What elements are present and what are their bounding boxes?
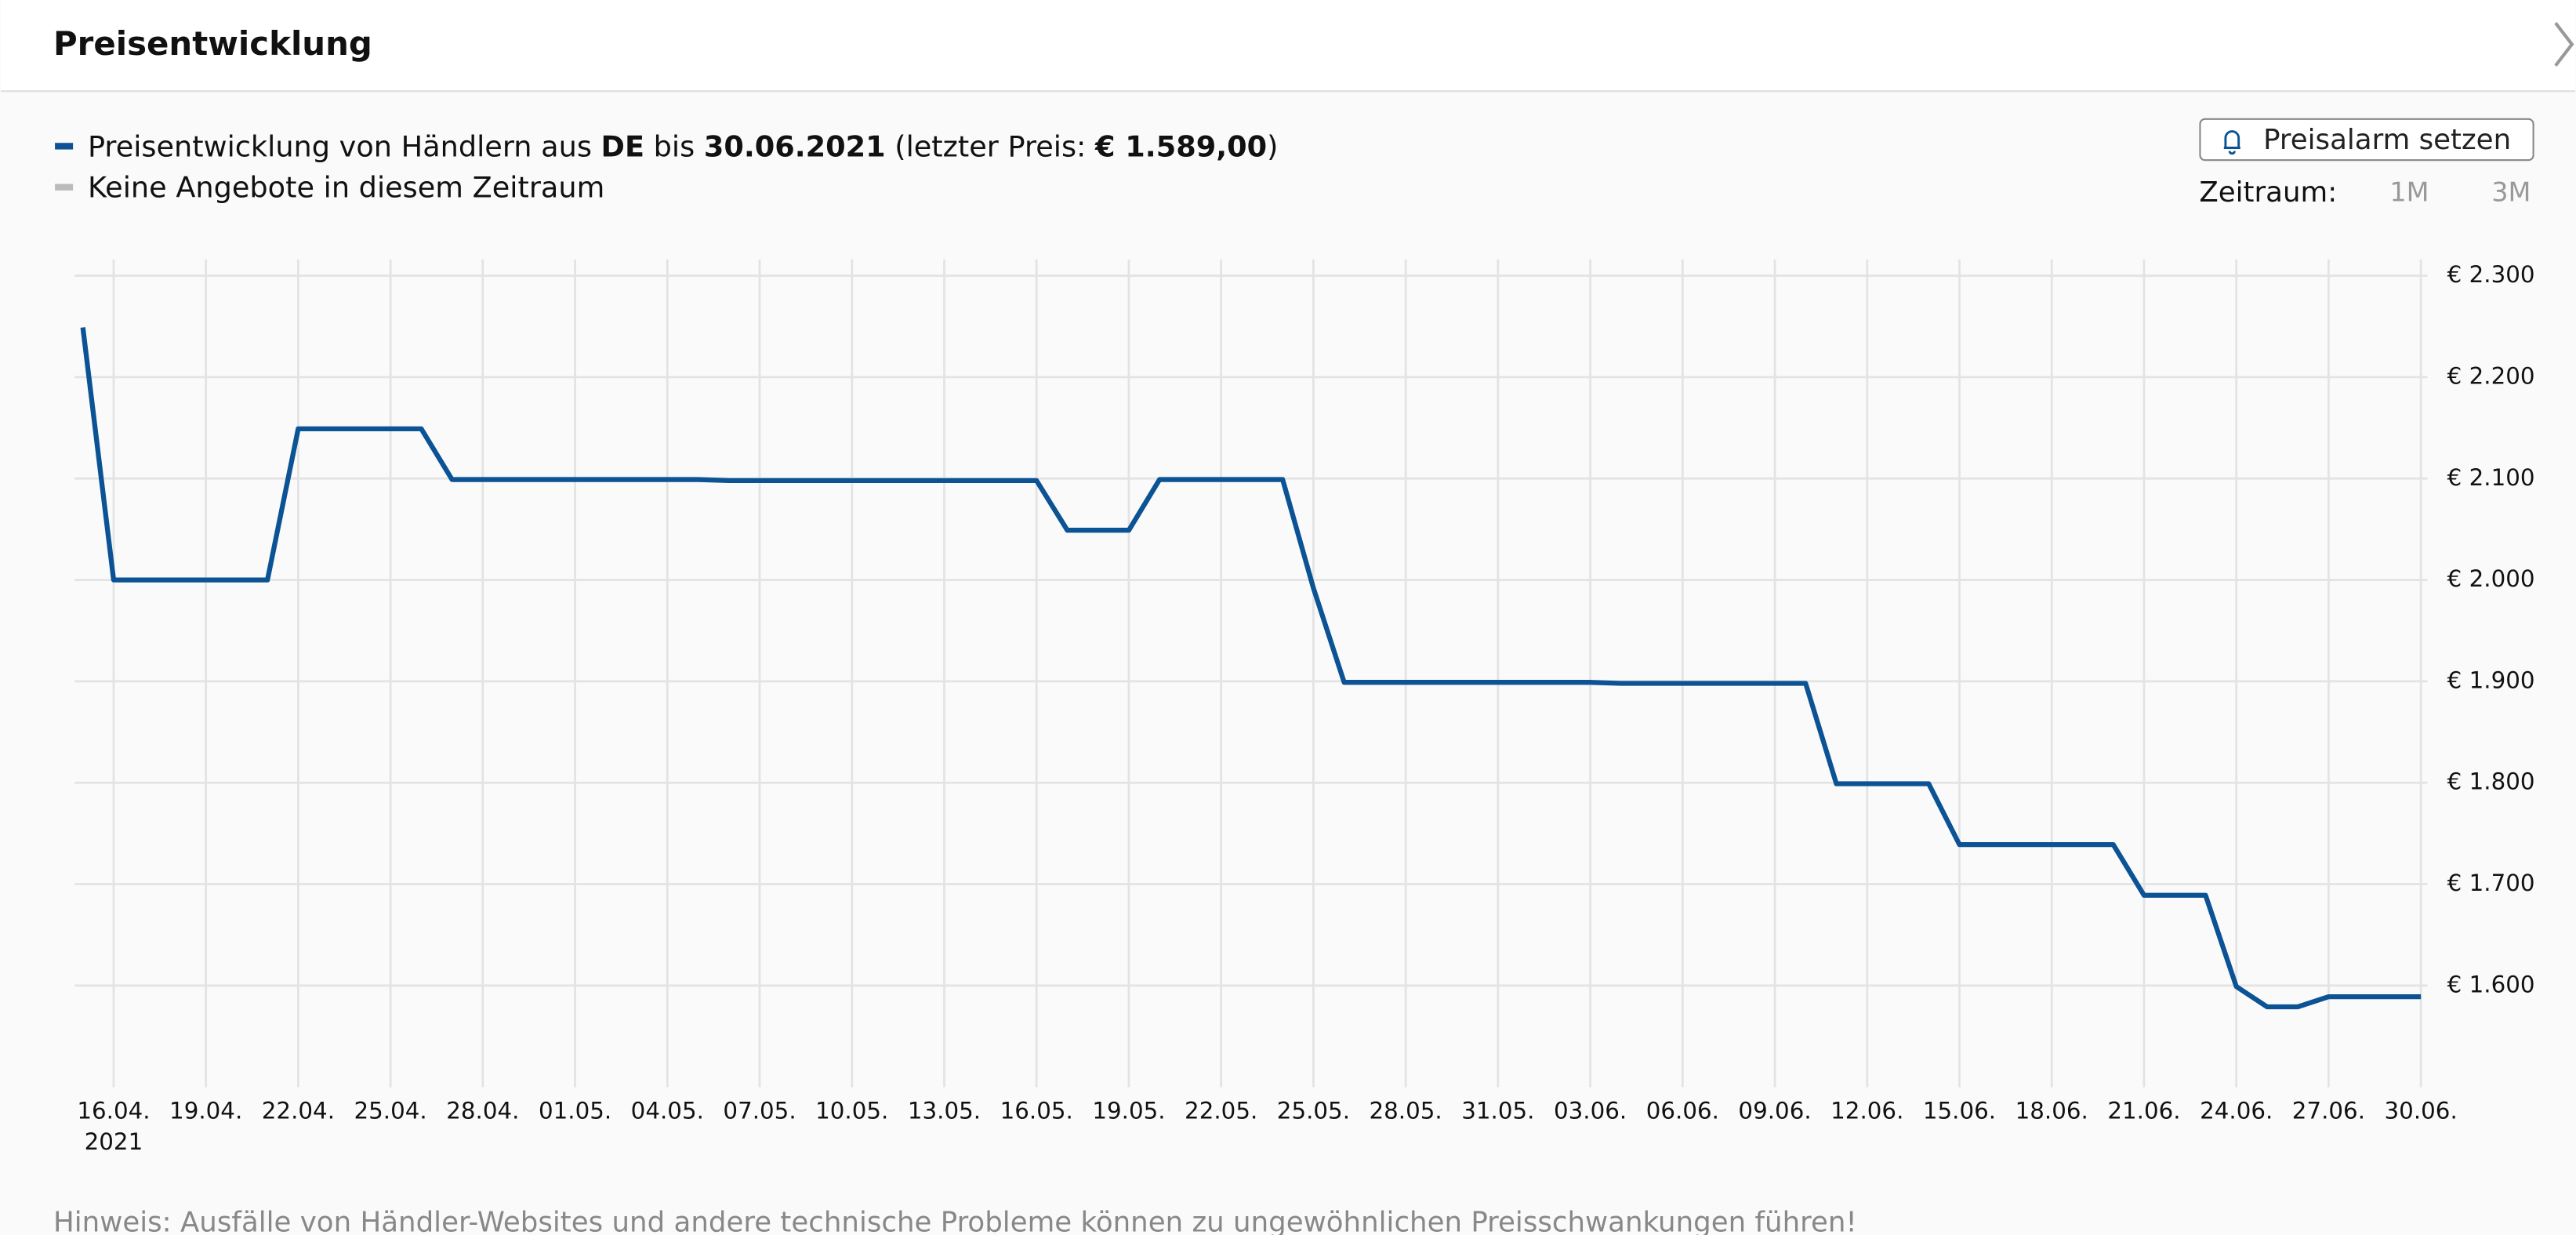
x-tick-label: 03.06. xyxy=(1554,1097,1627,1124)
x-tick-label: 07.05. xyxy=(723,1097,796,1124)
x-tick-label: 28.05. xyxy=(1370,1097,1442,1124)
alarm-button[interactable]: Preisalarm setzen xyxy=(2199,118,2534,162)
legend-text-part: (letzter Preis: xyxy=(886,129,1095,163)
legend-entry: Preisentwicklung von Händlern aus DE bis… xyxy=(88,129,1278,163)
x-tick-label: 15.06. xyxy=(1923,1097,1996,1124)
y-tick-label: € 1.700 xyxy=(2447,870,2535,896)
x-tick-label: 12.06. xyxy=(1830,1097,1903,1124)
button-label: Preisalarm setzen xyxy=(2263,124,2511,156)
y-tick-label: € 2.000 xyxy=(2447,565,2535,592)
period-option[interactable]: 1M xyxy=(2389,177,2429,208)
x-tick-label: 19.05. xyxy=(1092,1097,1165,1124)
x-tick-label: 24.06. xyxy=(2200,1097,2273,1124)
x-tick-label: 25.04. xyxy=(354,1097,427,1124)
x-tick-label: 16.04. xyxy=(77,1097,150,1124)
x-tick-label: 31.05. xyxy=(1461,1097,1534,1124)
y-tick-label: € 1.900 xyxy=(2447,667,2535,693)
x-tick-label: 25.05. xyxy=(1277,1097,1350,1124)
legend-text-part: 30.06.2021 xyxy=(704,129,886,163)
x-tick-label: 21.06. xyxy=(2107,1097,2180,1124)
bell-icon xyxy=(2223,130,2240,155)
legend-text-part: DE xyxy=(601,129,644,163)
x-tick-label: 28.04. xyxy=(446,1097,519,1124)
close-button[interactable] xyxy=(2554,22,2574,67)
y-tick-label: € 1.600 xyxy=(2447,971,2535,997)
legend-entry: Keine Angebote in diesem Zeitraum xyxy=(88,170,604,204)
x-tick-label: 22.04. xyxy=(262,1097,335,1124)
x-tick-label: 18.06. xyxy=(2015,1097,2088,1124)
legend-text-part: bis xyxy=(644,129,704,163)
x-tick-label: 10.05. xyxy=(815,1097,888,1124)
x-tick-label: 27.06. xyxy=(2292,1097,2365,1124)
x-tick-label: 06.06. xyxy=(1646,1097,1719,1124)
x-tick-label: 09.06. xyxy=(1738,1097,1811,1124)
x-year-label: 2021 xyxy=(85,1128,143,1155)
period-option[interactable]: 3M xyxy=(2491,177,2531,208)
price-line xyxy=(80,327,2422,1010)
x-tick-label: 19.04. xyxy=(169,1097,242,1124)
y-tick-label: € 2.100 xyxy=(2447,464,2535,491)
legend-text-part: € 1.589,00 xyxy=(1094,129,1267,163)
header-title: Preisentwicklung xyxy=(53,24,372,63)
legend-swatch xyxy=(55,143,74,150)
x-tick-label: 16.05. xyxy=(1000,1097,1073,1124)
y-tick-label: € 2.300 xyxy=(2447,261,2535,288)
plot: € 1.600 € 1.700 € 1.800 € 1.900 € 2.000 € 2.1… xyxy=(74,259,2535,1155)
y-tick-label: € 2.200 xyxy=(2447,362,2535,389)
x-tick-label: 30.06. xyxy=(2385,1097,2458,1124)
x-tick-label: 01.05. xyxy=(539,1097,611,1124)
x-tick-label: 13.05. xyxy=(908,1097,981,1124)
x-tick-label: 04.05. xyxy=(631,1097,704,1124)
header-bar xyxy=(0,0,2576,91)
x-tick-label: 22.05. xyxy=(1185,1097,1257,1124)
button-frame xyxy=(2199,118,2534,162)
y-tick-label: € 1.800 xyxy=(2447,768,2535,795)
legend-text-part: Preisentwicklung von Händlern aus xyxy=(88,129,601,163)
legend-text-part: ) xyxy=(1267,129,1278,163)
footer-note: Hinweis: Ausfälle von Händler-Websites u… xyxy=(53,1206,1857,1235)
legend-swatch xyxy=(55,183,74,191)
period-label: Zeitraum: xyxy=(2199,176,2337,209)
